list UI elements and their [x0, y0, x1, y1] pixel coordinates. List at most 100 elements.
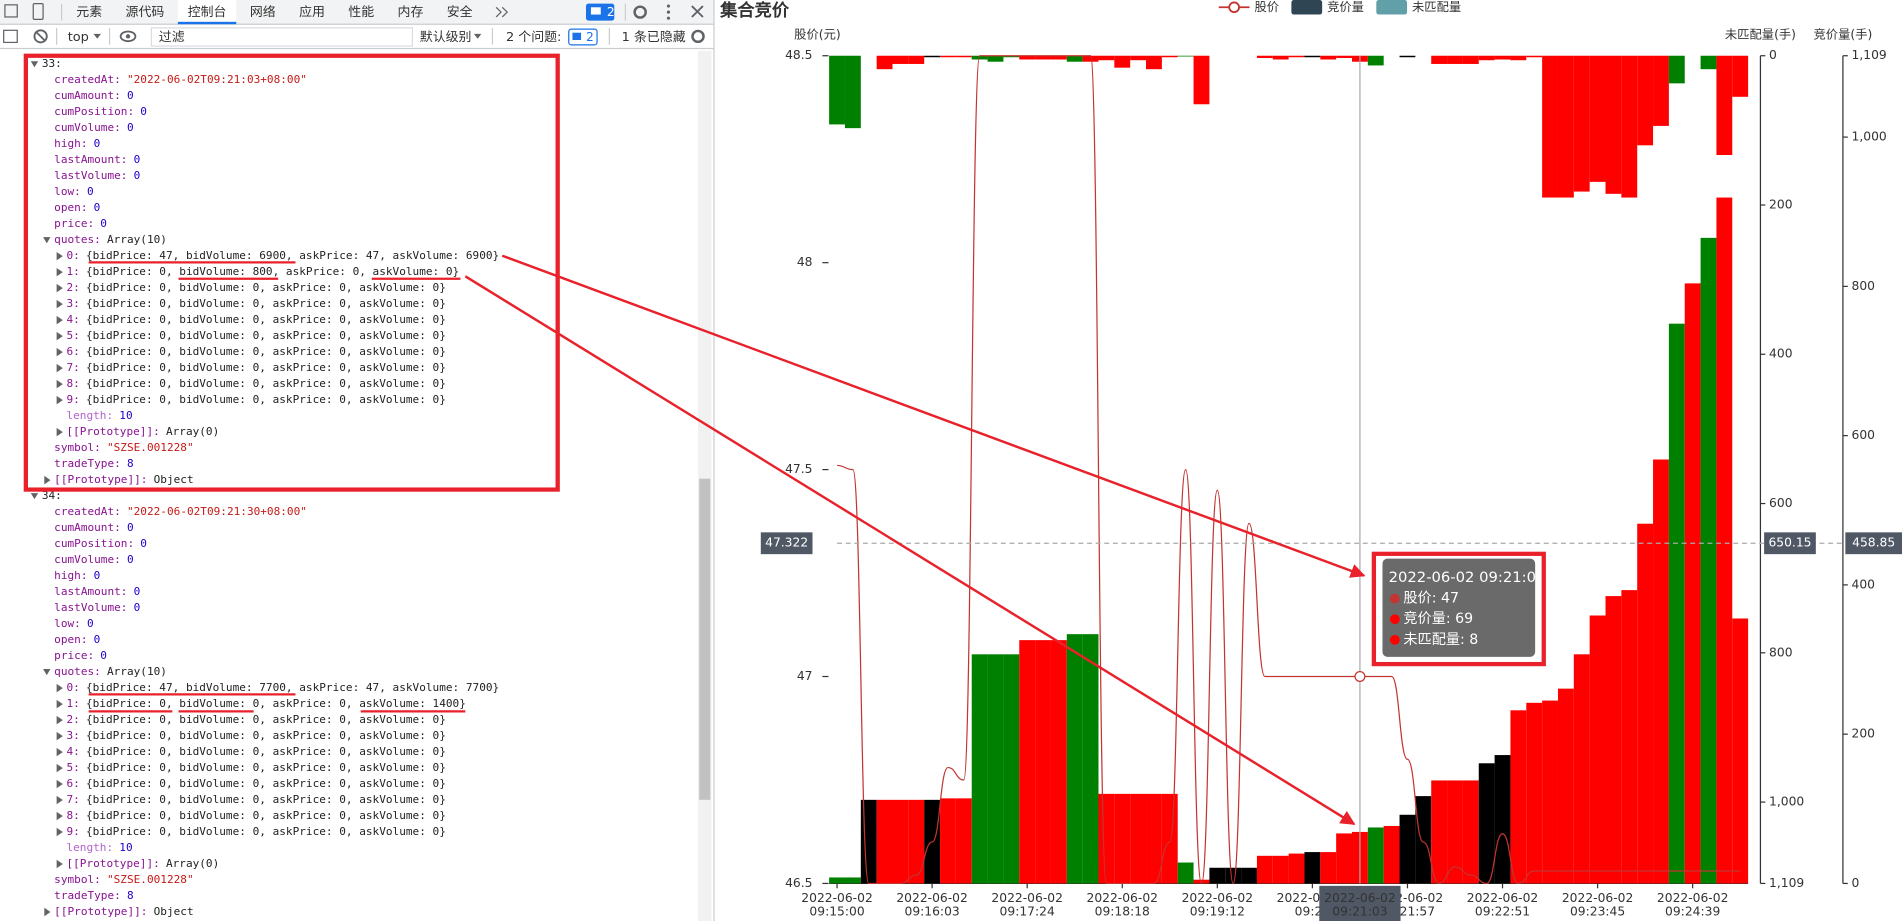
legend-label[interactable]: 未匹配量: [1412, 0, 1461, 14]
bar: [1336, 833, 1352, 884]
property-value: {bidPrice: 0, bidVolume: 0, askPrice: 0,…: [86, 377, 446, 390]
y3-tick-label: 200: [1769, 198, 1792, 212]
collapse-arrow[interactable]: [56, 299, 63, 309]
bar: [829, 55, 845, 125]
more-tabs[interactable]: [495, 6, 509, 18]
property-value: 0: [127, 121, 134, 134]
live-expression-icon[interactable]: [119, 30, 137, 43]
property-key: 33:: [42, 57, 62, 70]
console-row: lastVolume: 0: [54, 169, 140, 182]
collapse-arrow[interactable]: [56, 699, 63, 709]
issues-link[interactable]: 2 个问题:: [506, 30, 561, 45]
devtools-tab[interactable]: 元素: [76, 5, 102, 20]
devtools-tab[interactable]: 内存: [398, 5, 424, 20]
bar: [1494, 55, 1511, 60]
console-settings-icon[interactable]: [691, 29, 705, 44]
y3-tick-label: 600: [1769, 496, 1792, 510]
collapse-arrow[interactable]: [56, 859, 63, 869]
expand-arrow[interactable]: [43, 237, 51, 244]
collapse-arrow[interactable]: [56, 827, 63, 837]
devtools-tab[interactable]: 应用: [299, 4, 325, 20]
legend-label[interactable]: 股价: [1254, 0, 1279, 14]
sidebar-icon[interactable]: [3, 29, 18, 44]
bar: [1288, 853, 1305, 884]
property-value: 0: [94, 201, 101, 214]
bar: [1573, 654, 1590, 884]
console-row: 8: {bidPrice: 0, bidVolume: 0, askPrice: …: [66, 809, 445, 822]
console-row: cumPosition: 0: [54, 537, 147, 550]
devtools-tab[interactable]: 网络: [250, 4, 276, 20]
bar: [1462, 780, 1479, 884]
property-key: lastAmount:: [54, 153, 127, 166]
expand-arrow[interactable]: [43, 669, 51, 676]
property-value: 0: [94, 137, 101, 150]
collapse-arrow[interactable]: [56, 379, 63, 389]
expand-arrow[interactable]: [30, 61, 39, 68]
panel-bg: [0, 0, 715, 921]
console-row: 4: {bidPrice: 0, bidVolume: 0, askPrice: …: [66, 745, 445, 758]
devtools-tab[interactable]: 控制台: [188, 5, 227, 20]
collapse-arrow[interactable]: [56, 283, 63, 293]
legend-label[interactable]: 竞价量: [1327, 0, 1364, 14]
bar: [829, 877, 845, 884]
scrollbar-thumb[interactable]: [699, 478, 711, 800]
collapse-arrow[interactable]: [56, 779, 63, 789]
expand-arrow[interactable]: [30, 493, 39, 500]
collapse-arrow[interactable]: [56, 747, 63, 757]
inspect-icon[interactable]: [4, 4, 18, 18]
console-row: high: 0: [54, 569, 100, 582]
collapse-arrow[interactable]: [56, 251, 63, 261]
property-value: {bidPrice: 0, bidVolume: 0, askPrice: 0,…: [86, 809, 446, 822]
console-row: length: 10: [66, 409, 132, 422]
filter-input[interactable]: [150, 27, 414, 47]
bar: [1130, 793, 1147, 884]
bar: [1589, 615, 1606, 884]
collapse-arrow[interactable]: [56, 363, 63, 373]
property-key: 5:: [66, 761, 79, 774]
y3-tick-label: 0: [1769, 48, 1777, 62]
collapse-arrow[interactable]: [56, 347, 63, 357]
console-row: 6: {bidPrice: 0, bidVolume: 0, askPrice: …: [66, 777, 445, 790]
bar: [1605, 55, 1622, 194]
collapse-arrow[interactable]: [56, 395, 63, 405]
y2-tick-label: 0: [1852, 876, 1860, 890]
collapse-arrow[interactable]: [44, 475, 51, 485]
property-value: {bidPrice: 0, bidVolume: 0, askPrice: 0,…: [86, 329, 446, 342]
device-icon[interactable]: [32, 3, 44, 20]
property-value: 0: [87, 617, 94, 630]
log-level-select[interactable]: 默认级别: [420, 29, 472, 45]
x-pointer-label: 2022-06-02 09:21:03: [1324, 891, 1395, 918]
more-icon[interactable]: [666, 4, 671, 20]
collapse-arrow[interactable]: [56, 811, 63, 821]
collapse-arrow[interactable]: [44, 907, 51, 917]
collapse-arrow[interactable]: [56, 763, 63, 773]
y2-tick-label: 600: [1852, 428, 1875, 442]
context-select[interactable]: top: [68, 30, 89, 45]
bar: [1367, 55, 1384, 66]
console-row: 7: {bidPrice: 0, bidVolume: 0, askPrice: …: [66, 793, 445, 806]
collapse-arrow[interactable]: [56, 683, 63, 693]
close-icon[interactable]: [691, 5, 704, 18]
devtools-tab[interactable]: 性能: [348, 5, 374, 20]
collapse-arrow[interactable]: [56, 315, 63, 325]
collapse-arrow[interactable]: [56, 427, 63, 437]
devtools-tab[interactable]: 安全: [447, 4, 473, 20]
collapse-arrow[interactable]: [56, 267, 63, 277]
clear-icon[interactable]: [33, 29, 48, 44]
property-key: cumVolume:: [54, 121, 121, 134]
collapse-arrow[interactable]: [56, 795, 63, 805]
property-key: 6:: [66, 777, 79, 790]
collapse-arrow[interactable]: [56, 731, 63, 741]
bar: [1447, 55, 1463, 64]
collapse-arrow[interactable]: [56, 331, 63, 341]
console-row: 1: {bidPrice: 0, bidVolume: 0, askPrice: …: [66, 697, 465, 710]
tooltip-row: 竞价量: 69: [1403, 610, 1473, 627]
bar: [1447, 780, 1463, 884]
devtools-tab[interactable]: 源代码: [126, 5, 165, 20]
property-key: cumAmount:: [54, 521, 121, 534]
collapse-arrow[interactable]: [56, 715, 63, 725]
settings-icon[interactable]: [633, 5, 647, 19]
bar: [1193, 55, 1210, 105]
console-row: 2: {bidPrice: 0, bidVolume: 0, askPrice: …: [66, 281, 445, 294]
